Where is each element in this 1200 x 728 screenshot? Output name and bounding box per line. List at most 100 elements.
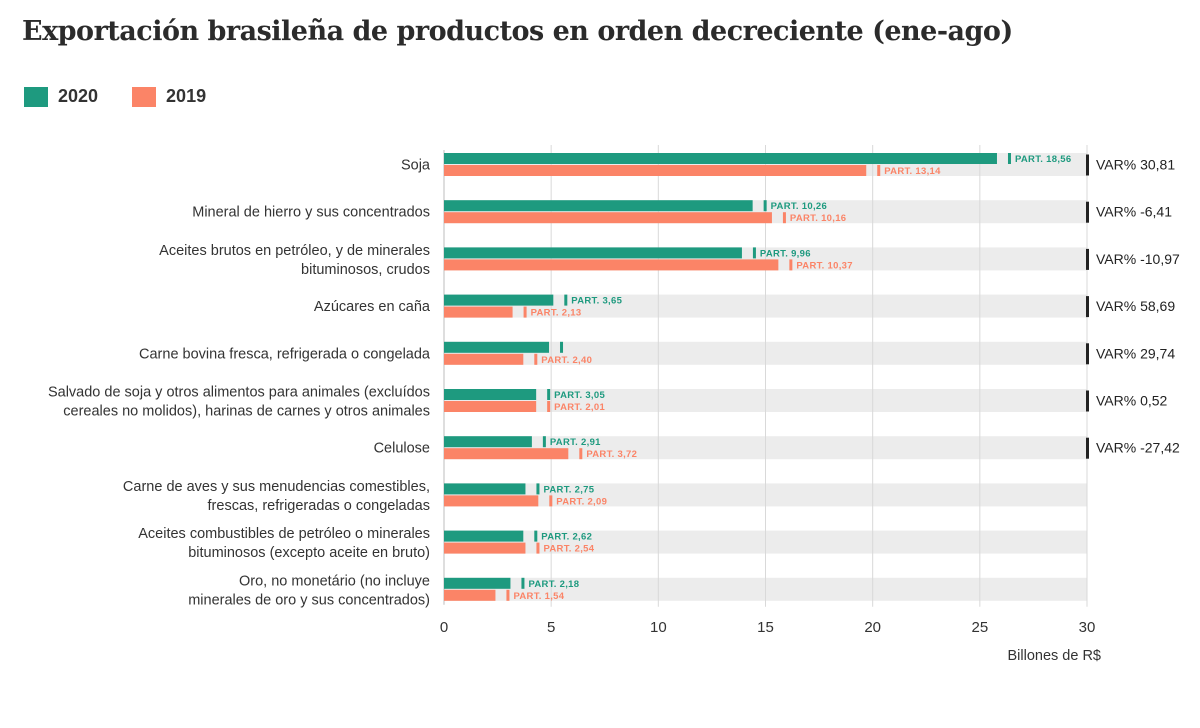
bar-2019 [444,401,537,412]
part-label-2019: PART. 2,09 [556,496,607,507]
part-marker-2019 [547,401,551,412]
part-label-2020: PART. 10,26 [771,201,827,212]
legend-item-2020: 2020 [24,86,98,107]
x-tick-label: 15 [757,619,774,636]
category-label: Mineral de hierro y sus concentrados [192,205,430,221]
part-marker-2019 [789,259,793,271]
bar-2020 [444,389,537,400]
category-label: Carne bovina fresca, refrigerada o conge… [139,346,431,362]
legend-item-2019: 2019 [132,86,206,107]
part-marker-2020 [534,530,538,542]
category-label: Aceites combustibles de petróleo o miner… [138,526,430,542]
var-marker [1086,390,1089,412]
category-label: bituminosos, crudos [301,262,430,278]
part-label-2020: PART. 2,91 [550,437,601,448]
part-label-2019: PART. 2,54 [543,544,594,555]
category-label: minerales de oro y sus concentrados) [188,592,430,608]
var-marker [1086,248,1089,270]
part-marker-2019 [877,165,881,176]
part-marker-2019 [523,306,527,318]
legend-swatch-2019 [132,86,157,107]
var-label: VAR% -6,41 [1096,204,1172,220]
legend: 2020 2019 [24,86,240,107]
x-tick-label: 20 [864,619,881,636]
x-tick-label: 10 [650,619,667,636]
x-tick-label: 0 [440,619,448,636]
part-marker-2019 [534,353,538,365]
legend-label-2020: 2020 [58,86,99,106]
category-label: cereales no molidos), harinas de carnes … [63,404,430,420]
x-tick-label: 30 [1079,619,1096,636]
part-marker-2019 [782,212,786,224]
category-label: frescas, refrigeradas o congeladas [208,498,430,514]
bar-2019 [444,165,867,176]
x-axis-title: Billones de R$ [1008,648,1102,664]
bar-2019 [444,353,524,365]
legend-swatch-2020 [24,86,48,107]
part-label-2019: PART. 10,16 [790,213,846,224]
part-label-2019: PART. 2,01 [554,402,605,413]
bar-2019 [444,589,496,601]
part-label-2020: PART. 3,05 [554,390,605,401]
part-marker-2019 [536,542,540,554]
var-marker [1086,296,1089,318]
category-label: Oro, no monetário (no incluye [239,573,430,589]
part-marker-2019 [506,589,510,601]
var-label: VAR% -10,97 [1096,251,1180,267]
x-tick-label: 25 [971,619,988,636]
part-marker-2019 [549,495,553,507]
bar-2020 [444,153,997,164]
var-label: VAR% 29,74 [1096,345,1175,361]
bar-2020 [444,294,554,306]
category-label: bituminosos (excepto aceite en bruto) [188,545,430,561]
var-label: VAR% -27,42 [1096,440,1180,456]
bar-2020 [444,247,742,259]
bar-2019 [444,495,539,507]
part-label-2020: PART. 2,18 [528,579,579,590]
part-marker-2020 [564,294,568,306]
bar-2020 [444,200,753,212]
category-label: Celulose [374,441,430,457]
bar-2019 [444,212,772,224]
bar-2020 [444,436,532,448]
part-marker-2020 [521,577,525,589]
part-label-2020: PART. 3,65 [571,296,622,307]
category-label: Salvado de soja y otros alimentos para a… [48,385,430,401]
legend-label-2019: 2019 [166,86,207,106]
var-marker [1086,343,1089,365]
part-label-2020: PART. 9,96 [760,248,811,259]
var-marker [1086,437,1089,459]
part-marker-2020 [542,436,546,448]
part-marker-2019 [579,448,583,460]
category-label: Soja [401,158,431,174]
x-tick-label: 5 [547,619,555,636]
var-label: VAR% 30,81 [1096,157,1175,173]
part-marker-2020 [752,247,756,259]
var-label: VAR% 58,69 [1096,298,1175,314]
part-label-2019: PART. 2,13 [531,308,582,319]
part-label-2020: PART. 18,56 [1015,154,1071,165]
category-label: Carne de aves y sus menudencias comestib… [123,479,430,495]
part-label-2019: PART. 10,37 [796,260,852,271]
part-label-2019: PART. 2,40 [541,355,592,366]
part-marker-2020 [763,200,767,212]
bar-2020 [444,483,526,495]
part-marker-2020 [547,389,551,400]
part-label-2019: PART. 3,72 [586,449,637,460]
var-label: VAR% 0,52 [1096,393,1168,409]
part-label-2019: PART. 1,54 [513,591,564,602]
chart-title: Exportación brasileña de productos en or… [22,16,1013,47]
category-label: Aceites brutos en petróleo, y de mineral… [159,243,430,259]
part-marker-2020 [560,341,564,353]
var-marker [1086,201,1089,223]
part-label-2019: PART. 13,14 [884,166,941,177]
part-label-2020: PART. 2,62 [541,532,592,543]
bar-2020 [444,341,550,353]
bar-2020 [444,577,511,589]
category-label: Azúcares en caña [314,299,431,315]
part-marker-2020 [536,483,540,495]
bar-2020 [444,530,524,542]
bar-2019 [444,448,569,460]
var-marker [1086,154,1089,176]
